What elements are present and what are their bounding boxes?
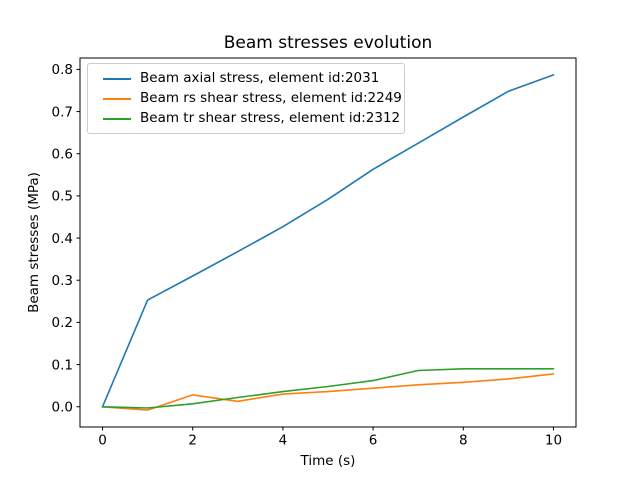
y-tick-label: 0.3: [52, 273, 73, 289]
series-line-1: [101, 373, 555, 411]
y-axis-label: Beam stresses (MPa): [26, 172, 42, 313]
x-axis-label: Time (s): [300, 453, 356, 469]
legend-line-swatch-tr-shear: [103, 117, 131, 120]
y-tick-label: 0.6: [52, 146, 73, 162]
x-tick-label: 6: [369, 433, 378, 449]
legend-item-axial-stress: Beam axial stress, element id:2031: [96, 71, 396, 86]
y-tick-label: 0.0: [52, 399, 73, 415]
y-tick-label: 0.7: [52, 104, 73, 120]
axes-spines: [79, 57, 577, 428]
legend-label: Beam rs shear stress, element id:2249: [140, 90, 402, 106]
legend-label: Beam tr shear stress, element id:2312: [140, 110, 401, 126]
x-tick-label: 0: [98, 433, 107, 449]
y-tick-label: 0.4: [52, 231, 73, 247]
y-tick-label: 0.8: [52, 62, 73, 78]
legend-label: Beam axial stress, element id:2031: [140, 70, 380, 86]
y-tick-label: 0.5: [52, 189, 73, 205]
y-tick-label: 0.2: [52, 315, 73, 331]
plot-area: 0 2 4 6 8 10 0.0 0.1 0.2 0.3 0.4 0.5 0.6 0.7 0.8: [52, 57, 577, 449]
legend-line-swatch-axial: [103, 77, 131, 80]
x-tick-label: 10: [545, 433, 562, 449]
legend-item-rs-shear-stress: Beam rs shear stress, element id:2249: [96, 91, 402, 106]
series-line-2: [101, 367, 555, 409]
legend: Beam axial stress, element id:2031 Beam …: [87, 63, 405, 134]
x-tick-label: 2: [188, 433, 197, 449]
chart-title: Beam stresses evolution: [224, 33, 433, 53]
legend-item-tr-shear-stress: Beam tr shear stress, element id:2312: [96, 111, 400, 126]
x-tick-label: 4: [279, 433, 288, 449]
legend-line-swatch-rs-shear: [103, 97, 131, 100]
y-tick-label: 0.1: [52, 357, 73, 373]
x-tick-label: 8: [459, 433, 468, 449]
series-line-0: [101, 74, 555, 408]
